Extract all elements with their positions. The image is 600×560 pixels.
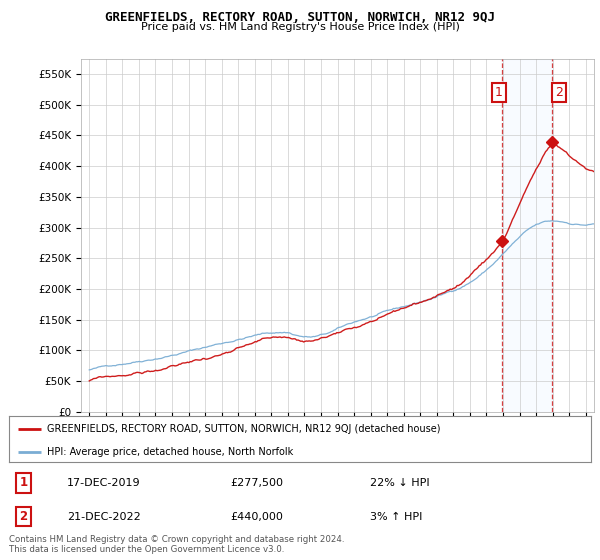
Text: £277,500: £277,500 [230,478,283,488]
Bar [502,59,552,412]
Text: 1: 1 [19,477,28,489]
Text: GREENFIELDS, RECTORY ROAD, SUTTON, NORWICH, NR12 9QJ: GREENFIELDS, RECTORY ROAD, SUTTON, NORWI… [105,11,495,24]
Text: 2: 2 [19,510,28,523]
Text: 3% ↑ HPI: 3% ↑ HPI [370,511,422,521]
Text: 2: 2 [554,86,563,99]
Text: 21-DEC-2022: 21-DEC-2022 [67,511,141,521]
Text: Price paid vs. HM Land Registry's House Price Index (HPI): Price paid vs. HM Land Registry's House … [140,22,460,32]
Text: £440,000: £440,000 [230,511,283,521]
Text: GREENFIELDS, RECTORY ROAD, SUTTON, NORWICH, NR12 9QJ (detached house): GREENFIELDS, RECTORY ROAD, SUTTON, NORWI… [47,424,440,434]
Text: HPI: Average price, detached house, North Norfolk: HPI: Average price, detached house, Nort… [47,447,293,457]
Text: Contains HM Land Registry data © Crown copyright and database right 2024.
This d: Contains HM Land Registry data © Crown c… [9,535,344,554]
Text: 22% ↓ HPI: 22% ↓ HPI [370,478,430,488]
Text: 1: 1 [495,86,503,99]
Text: 17-DEC-2019: 17-DEC-2019 [67,478,141,488]
